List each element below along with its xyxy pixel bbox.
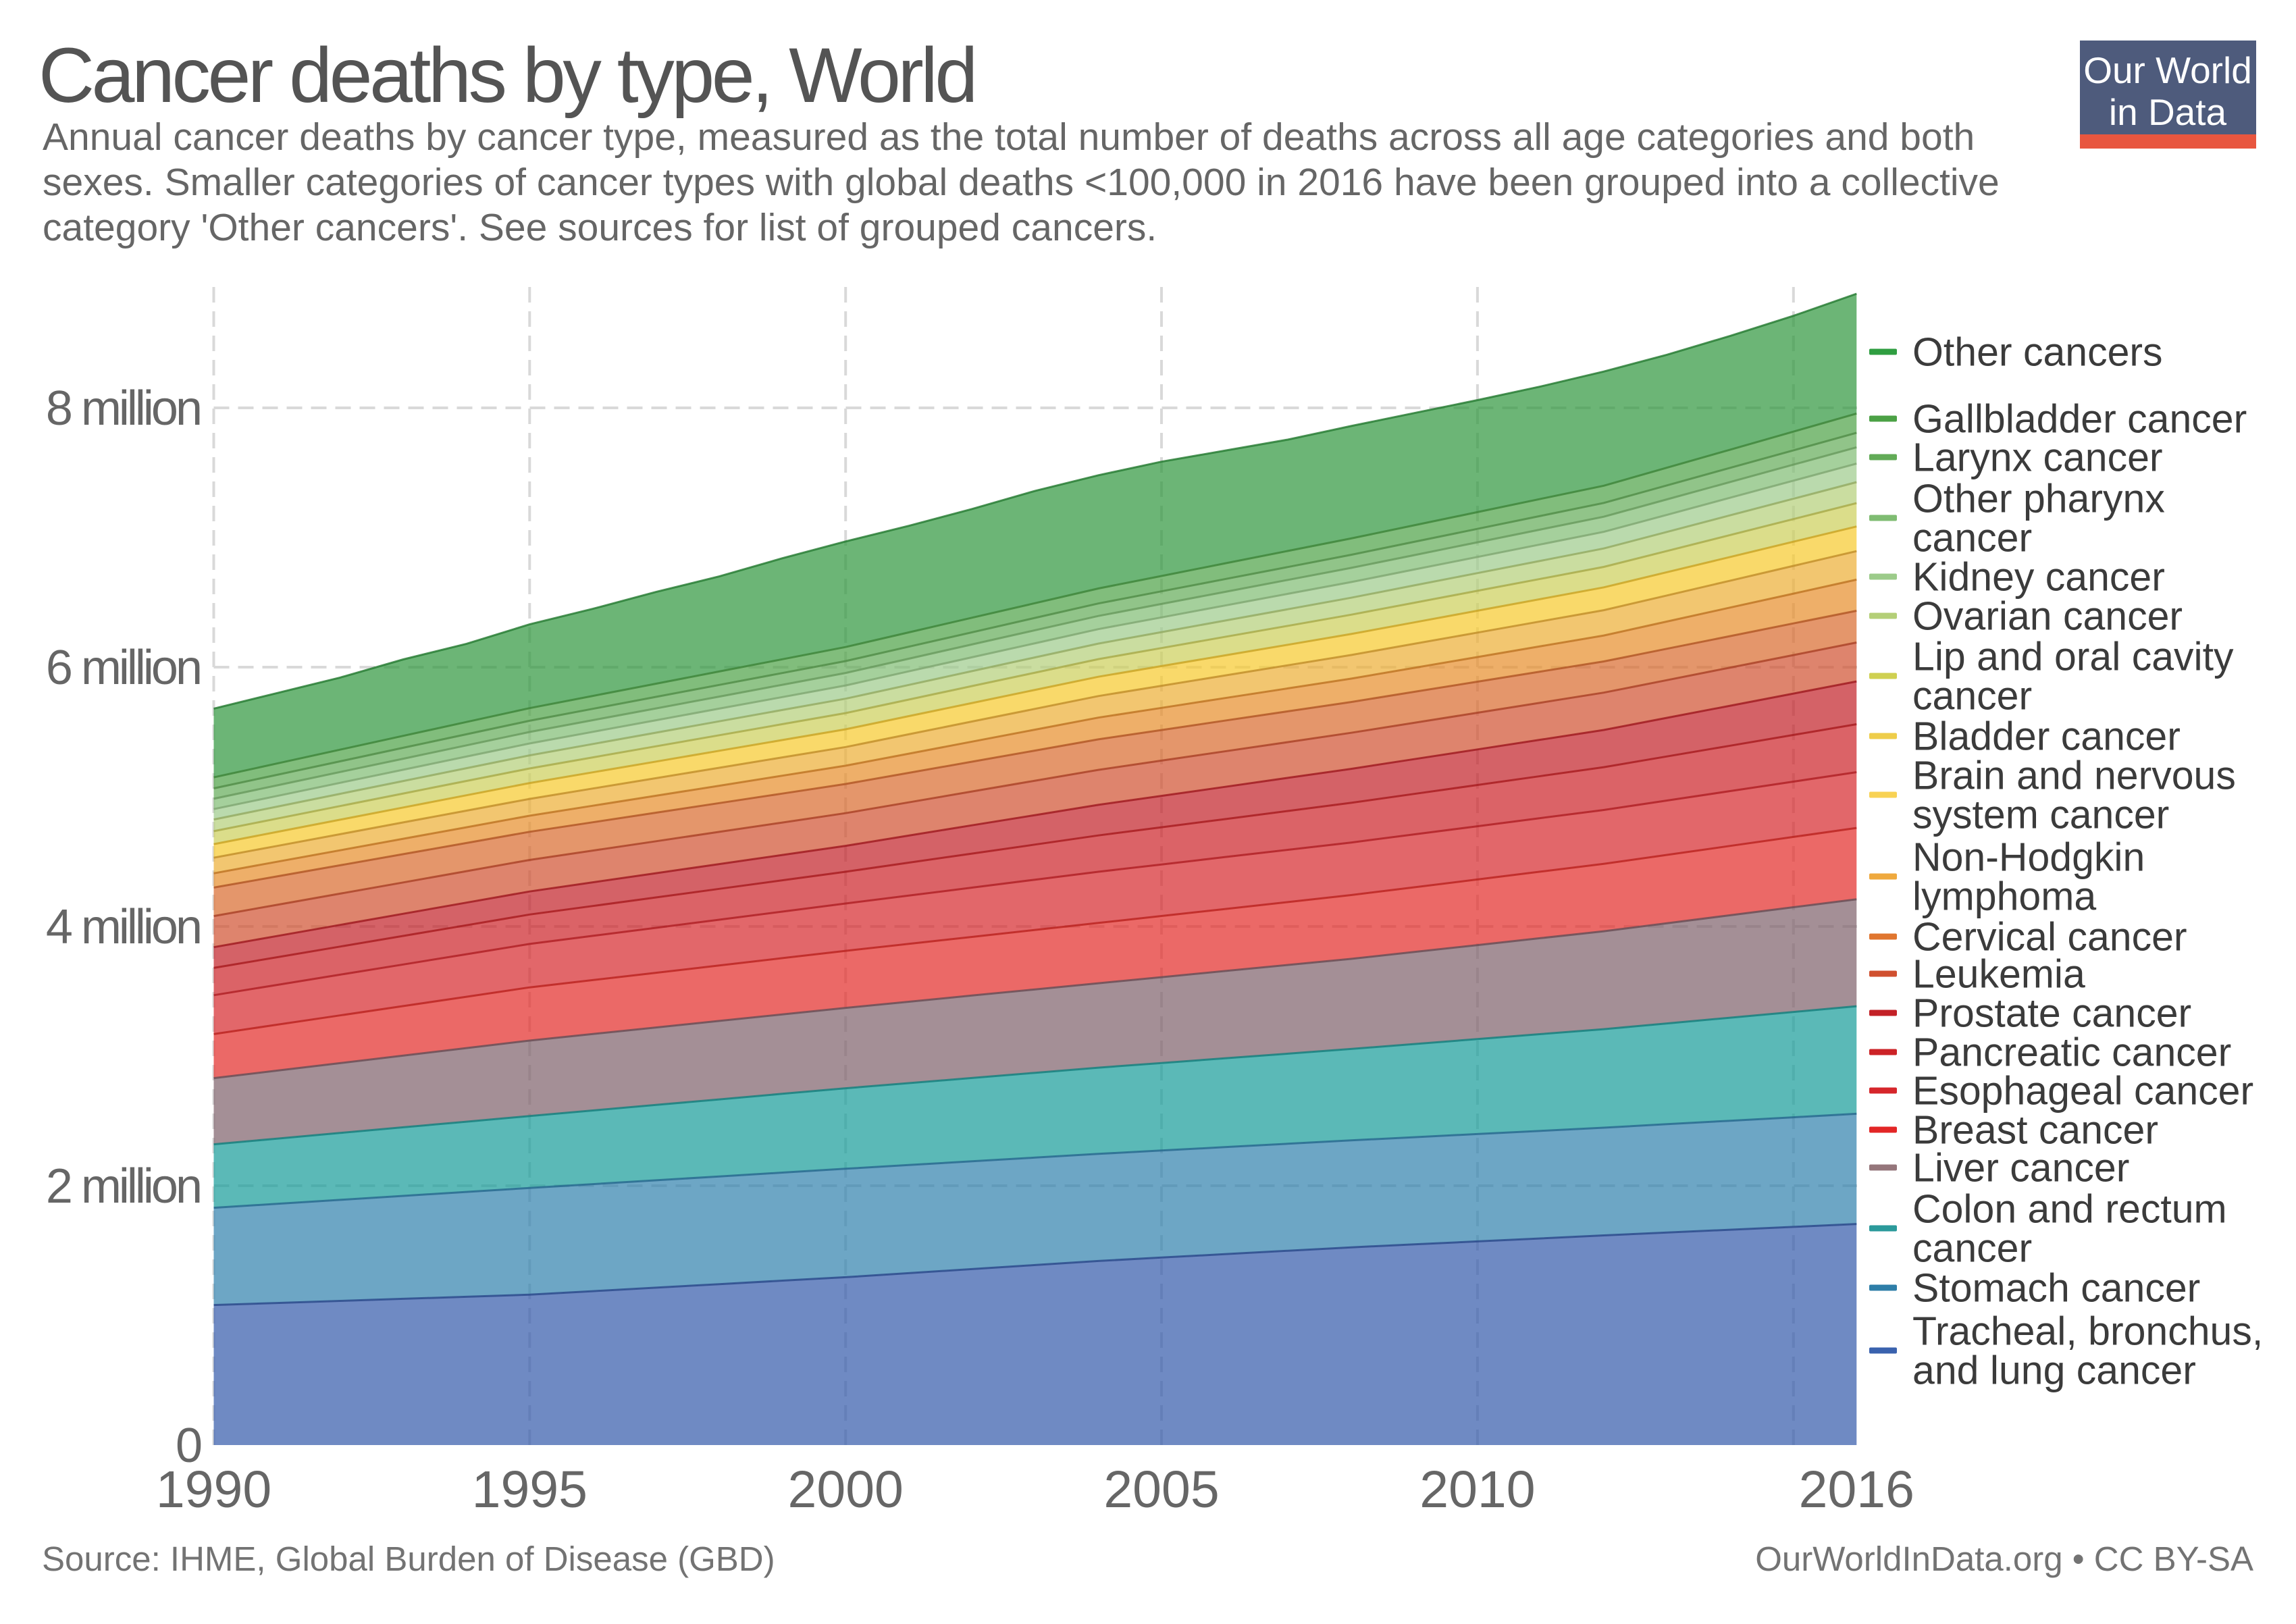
svg-text:2000: 2000	[788, 1461, 904, 1519]
svg-text:Breast cancer: Breast cancer	[1912, 1108, 2158, 1153]
svg-text:cancer: cancer	[1912, 516, 2032, 560]
svg-text:Ovarian cancer: Ovarian cancer	[1912, 594, 2183, 639]
svg-text:Other cancers: Other cancers	[1912, 330, 2163, 375]
svg-text:OurWorldInData.org • CC BY-SA: OurWorldInData.org • CC BY-SA	[1755, 1540, 2253, 1578]
svg-text:Prostate cancer: Prostate cancer	[1912, 991, 2191, 1036]
svg-text:Our World: Our World	[2083, 49, 2252, 91]
svg-text:Cervical cancer: Cervical cancer	[1912, 915, 2187, 960]
svg-text:Leukemia: Leukemia	[1912, 952, 2085, 997]
svg-text:Esophageal cancer: Esophageal cancer	[1912, 1069, 2253, 1114]
svg-text:Gallbladder cancer: Gallbladder cancer	[1912, 397, 2247, 442]
svg-text:sexes. Smaller categories of c: sexes. Smaller categories of cancer type…	[43, 161, 2000, 204]
svg-text:1995: 1995	[472, 1461, 588, 1519]
svg-text:Tracheal, bronchus,: Tracheal, bronchus,	[1912, 1309, 2263, 1354]
svg-text:Other pharynx: Other pharynx	[1912, 477, 2165, 521]
svg-text:Non-Hodgkin: Non-Hodgkin	[1912, 835, 2145, 880]
svg-text:Larynx cancer: Larynx cancer	[1912, 436, 2163, 480]
svg-text:system cancer: system cancer	[1912, 793, 2169, 837]
svg-text:Bladder cancer: Bladder cancer	[1912, 714, 2181, 759]
svg-text:in Data: in Data	[2109, 91, 2227, 133]
svg-text:Kidney cancer: Kidney cancer	[1912, 555, 2165, 600]
svg-text:Source: IHME, Global Burden of: Source: IHME, Global Burden of Disease (…	[42, 1540, 775, 1578]
svg-text:8 million: 8 million	[46, 382, 200, 436]
svg-text:0: 0	[176, 1419, 201, 1473]
svg-text:2010: 2010	[1419, 1461, 1535, 1519]
svg-text:Lip and oral cavity: Lip and oral cavity	[1912, 635, 2234, 679]
svg-text:cancer: cancer	[1912, 674, 2032, 718]
svg-text:2016: 2016	[1799, 1461, 1914, 1519]
svg-text:2005: 2005	[1103, 1461, 1219, 1519]
svg-text:Brain and nervous: Brain and nervous	[1912, 754, 2236, 798]
svg-text:Pancreatic cancer: Pancreatic cancer	[1912, 1030, 2231, 1075]
svg-text:and lung cancer: and lung cancer	[1912, 1348, 2196, 1393]
svg-text:Stomach cancer: Stomach cancer	[1912, 1266, 2200, 1311]
svg-text:cancer: cancer	[1912, 1226, 2032, 1271]
svg-text:4 million: 4 million	[46, 900, 200, 954]
svg-text:Cancer deaths by type, World: Cancer deaths by type, World	[38, 32, 975, 119]
svg-text:Colon and rectum: Colon and rectum	[1912, 1187, 2227, 1232]
svg-text:6 million: 6 million	[46, 641, 200, 695]
svg-text:Annual cancer deaths by cancer: Annual cancer deaths by cancer type, mea…	[43, 115, 1975, 159]
svg-text:Liver cancer: Liver cancer	[1912, 1146, 2129, 1190]
svg-text:1990: 1990	[156, 1461, 271, 1519]
svg-text:lymphoma: lymphoma	[1912, 874, 2096, 919]
svg-text:category 'Other cancers'. See: category 'Other cancers'. See sources fo…	[43, 206, 1157, 249]
svg-text:2 million: 2 million	[46, 1159, 200, 1213]
